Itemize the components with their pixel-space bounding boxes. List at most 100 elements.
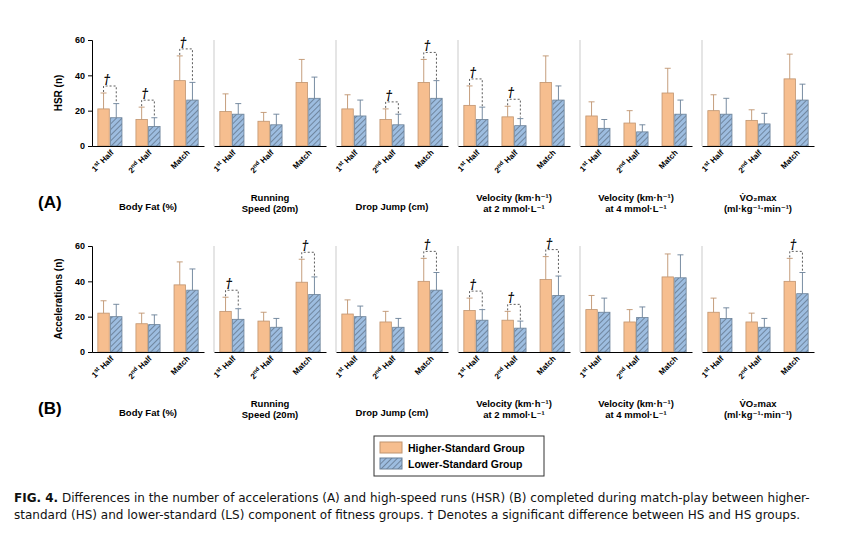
- bar: [586, 310, 597, 352]
- panel: 0204060Accelerations (n)1st Half2nd Half…: [53, 241, 205, 418]
- x-tick-label: Match: [169, 148, 192, 171]
- x-tick-label: Match: [779, 148, 802, 171]
- error-bar: [151, 315, 157, 325]
- plot-area: [464, 257, 564, 352]
- significance-label: †: [386, 89, 393, 103]
- plot-area: [586, 254, 686, 352]
- significance-label: †: [508, 86, 515, 100]
- panel: 1st Half2nd HalfMatchV̇O₂max(ml·kg⁻¹·min…: [699, 40, 814, 214]
- y-axis-line: [458, 246, 459, 352]
- significance-bracket: [302, 252, 315, 276]
- x-tick-label: Match: [779, 354, 802, 377]
- x-axis-title: Drop Jump (cm): [356, 407, 429, 418]
- bar: [149, 127, 160, 146]
- x-tick: 2nd Half: [370, 352, 398, 381]
- bar: [586, 116, 597, 146]
- bar: [797, 294, 808, 352]
- y-axis-line: [580, 40, 581, 146]
- x-axis-line: [459, 146, 571, 147]
- significance-label: †: [546, 237, 553, 251]
- bar: [342, 109, 353, 146]
- x-tick: Match: [291, 352, 314, 377]
- x-tick: 2nd Half: [370, 146, 398, 175]
- x-axis-line: [703, 352, 815, 353]
- error-bar: [345, 300, 351, 314]
- bar: [393, 125, 404, 146]
- y-tick-mark: [88, 111, 92, 112]
- significance-label: †: [508, 291, 515, 305]
- panel: 0204060HSR (n)1st Half2nd HalfMatchBody …: [53, 35, 205, 212]
- y-tick-mark: [88, 75, 92, 76]
- bar: [721, 318, 732, 352]
- x-tick-label: Match: [291, 354, 314, 377]
- bar: [464, 310, 475, 352]
- x-axis-title: Velocity (km·h⁻¹)at 2 mmol·L⁻¹: [476, 398, 552, 420]
- x-tick-label: 1st Half: [333, 353, 359, 379]
- bar: [675, 278, 686, 352]
- bar: [309, 295, 320, 352]
- error-bar: [517, 119, 523, 126]
- significance-bracket: [386, 102, 399, 113]
- error-bar: [177, 262, 183, 285]
- x-tick-label: 1st Half: [577, 353, 603, 379]
- x-axis: 1st Half2nd HalfMatch: [699, 352, 814, 381]
- x-tick-label: Match: [413, 354, 436, 377]
- significance-label: †: [424, 39, 431, 53]
- significance-bracket: [226, 290, 239, 307]
- x-tick-label: 1st Half: [211, 147, 237, 173]
- bar: [708, 312, 719, 352]
- y-tick-mark: [88, 317, 92, 318]
- x-axis: 1st Half2nd HalfMatch: [577, 146, 692, 175]
- x-tick-label: 1st Half: [333, 147, 359, 173]
- bar: [708, 111, 719, 146]
- x-tick-label: 2nd Half: [248, 147, 276, 175]
- x-axis-line: [459, 352, 571, 353]
- significance-bracket: [508, 99, 521, 117]
- bar: [111, 317, 122, 352]
- bar: [111, 118, 122, 146]
- error-bar: [223, 94, 229, 112]
- significance-bracket: [424, 52, 437, 79]
- bar: [309, 98, 320, 146]
- x-tick-label: 2nd Half: [126, 147, 154, 175]
- x-axis: 1st Half2nd HalfMatch: [89, 352, 204, 381]
- x-tick: 2nd Half: [492, 352, 520, 381]
- x-tick-label: Match: [535, 354, 558, 377]
- x-tick: 1st Half: [211, 352, 237, 380]
- error-bar: [627, 310, 633, 322]
- x-tick: 2nd Half: [736, 352, 764, 381]
- y-axis-line: [214, 246, 215, 352]
- x-tick-label: 2nd Half: [370, 147, 398, 175]
- y-tick-label: 0: [80, 141, 85, 151]
- panel: 1st Half2nd HalfMatchDrop Jump (cm)†: [333, 238, 448, 418]
- caption: FIG. 4. Differences in the number of acc…: [14, 490, 844, 524]
- y-axis-line: [214, 40, 215, 146]
- bar: [98, 109, 109, 146]
- x-tick: 1st Half: [455, 146, 481, 174]
- error-bar: [189, 269, 195, 290]
- error-bar: [749, 110, 755, 121]
- bar: [393, 327, 404, 352]
- error-bar: [299, 59, 305, 82]
- x-axis-line: [581, 352, 693, 353]
- plot-area: [464, 56, 564, 146]
- error-bar: [799, 84, 805, 100]
- x-tick-label: 2nd Half: [370, 353, 398, 381]
- bar: [220, 112, 231, 146]
- x-tick-label: 1st Half: [455, 353, 481, 379]
- x-tick-label: 2nd Half: [614, 353, 642, 381]
- error-bar: [711, 298, 717, 312]
- bar: [271, 125, 282, 146]
- x-tick-label: Match: [657, 148, 680, 171]
- error-bar: [383, 109, 389, 120]
- bar: [258, 121, 269, 146]
- legend-swatch: [380, 458, 402, 469]
- bar: [637, 132, 648, 146]
- x-tick: 1st Half: [699, 146, 725, 174]
- y-tick-mark: [88, 40, 92, 41]
- x-tick: 2nd Half: [248, 146, 276, 175]
- panel: 1st Half 2nd Half Match Velocity (km·h⁻¹)at…: [455, 237, 570, 421]
- x-tick-label: Match: [657, 354, 680, 377]
- x-tick: 1st Half: [455, 352, 481, 380]
- bar: [355, 116, 366, 146]
